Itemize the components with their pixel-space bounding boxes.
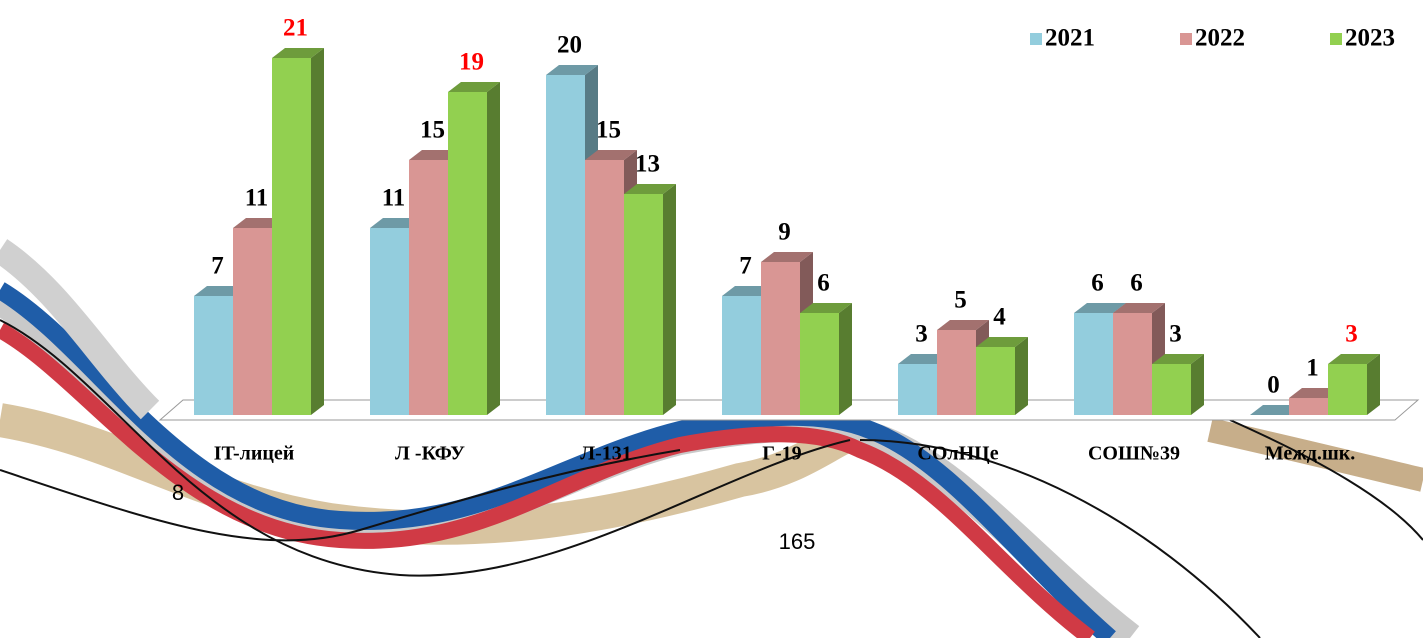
bar xyxy=(976,337,1028,415)
bar-front xyxy=(761,262,800,415)
legend-label: 2021 xyxy=(1045,25,1095,52)
bar-front xyxy=(937,330,976,415)
value-label: 6 xyxy=(817,270,830,297)
bar-front xyxy=(722,296,761,415)
x-tick-label: СОлНЦе xyxy=(917,443,998,465)
bar-side xyxy=(1191,354,1204,415)
annotation: 165 xyxy=(779,529,816,554)
value-label: 1 xyxy=(1306,355,1319,382)
value-label: 7 xyxy=(739,253,752,280)
value-label: 15 xyxy=(420,117,445,144)
legend-swatch xyxy=(1030,33,1042,45)
bar-front xyxy=(370,228,409,415)
bar xyxy=(1328,354,1380,415)
bar-front xyxy=(409,160,448,415)
bar-front xyxy=(800,313,839,415)
bar-front xyxy=(233,228,272,415)
value-label: 11 xyxy=(245,185,269,212)
value-label: 5 xyxy=(954,287,967,314)
bar-top xyxy=(761,252,813,262)
bar-front xyxy=(1113,313,1152,415)
bar-front xyxy=(1328,364,1367,415)
bar-front xyxy=(976,347,1015,415)
bar-front xyxy=(1289,398,1328,415)
value-label: 15 xyxy=(596,117,621,144)
x-tick-label: Межд.шк. xyxy=(1265,443,1356,465)
bar-front xyxy=(1152,364,1191,415)
bar-top xyxy=(546,65,598,75)
bar-top xyxy=(1113,303,1165,313)
decor-ribbons xyxy=(0,239,1423,638)
bar xyxy=(800,303,852,415)
x-tick-label: Л -КФУ xyxy=(395,443,465,465)
bar-front xyxy=(898,364,937,415)
legend-label: 2022 xyxy=(1195,25,1245,52)
value-label: 13 xyxy=(635,151,660,178)
bar xyxy=(624,184,676,415)
bar-front xyxy=(448,92,487,415)
value-label: 3 xyxy=(915,321,928,348)
value-label: 3 xyxy=(1345,321,1358,348)
value-label: 4 xyxy=(993,304,1006,331)
bar-side xyxy=(487,82,500,415)
bar-side xyxy=(1015,337,1028,415)
x-tick-label: Л-131 xyxy=(580,443,632,465)
value-label: 6 xyxy=(1130,270,1143,297)
bar-top xyxy=(1152,354,1204,364)
bar-front xyxy=(1074,313,1113,415)
bar-front xyxy=(546,75,585,415)
bar-front xyxy=(585,160,624,415)
bar-front xyxy=(272,58,311,415)
value-label: 7 xyxy=(211,253,224,280)
legend-label: 2023 xyxy=(1345,25,1395,52)
bar-side xyxy=(839,303,852,415)
bar-top xyxy=(1074,303,1126,313)
bar-top xyxy=(937,320,989,330)
bar-front xyxy=(194,296,233,415)
bar-top xyxy=(585,150,637,160)
x-tick-label: IT-лицей xyxy=(214,443,295,465)
value-label: 3 xyxy=(1169,321,1182,348)
value-label: 0 xyxy=(1267,372,1280,399)
bar-top xyxy=(624,184,676,194)
bar-side xyxy=(1367,354,1380,415)
bar xyxy=(272,48,324,415)
bar-side xyxy=(311,48,324,415)
bar-front xyxy=(624,194,663,415)
value-label: 21 xyxy=(283,15,308,42)
bar-top xyxy=(448,82,500,92)
annotation: 8 xyxy=(172,480,184,505)
bar xyxy=(1152,354,1204,415)
value-label: 6 xyxy=(1091,270,1104,297)
value-label: 19 xyxy=(459,49,484,76)
x-tick-label: Г-19 xyxy=(762,443,801,465)
bar-top xyxy=(1328,354,1380,364)
value-label: 9 xyxy=(778,219,791,246)
value-label: 20 xyxy=(557,32,582,59)
x-tick-label: СОШ№39 xyxy=(1088,443,1180,465)
value-label: 11 xyxy=(382,185,406,212)
bar-top xyxy=(976,337,1028,347)
bar-top xyxy=(272,48,324,58)
bar-side xyxy=(663,184,676,415)
legend-swatch xyxy=(1180,33,1192,45)
bar-top xyxy=(800,303,852,313)
legend-swatch xyxy=(1330,33,1342,45)
bar xyxy=(448,82,500,415)
